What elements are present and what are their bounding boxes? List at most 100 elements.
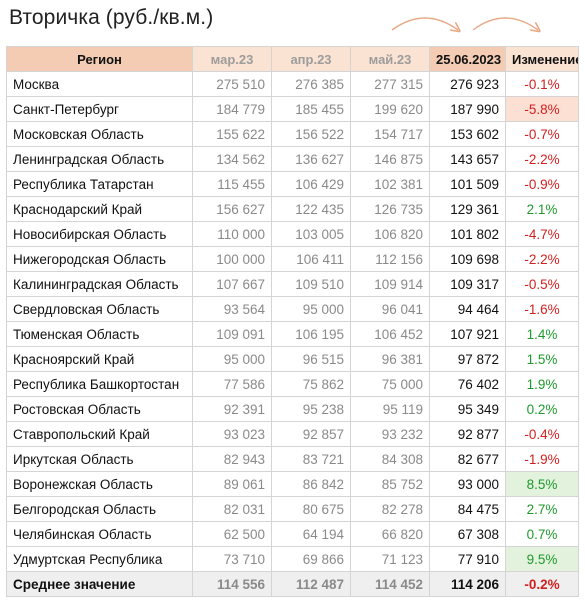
may-value-cell: 154 717 bbox=[350, 121, 430, 147]
may-value-cell: 84 308 bbox=[350, 446, 430, 472]
current-value-cell: 84 475 bbox=[429, 496, 506, 522]
change-cell: -2.2% bbox=[505, 246, 579, 272]
april-value-cell: 109 510 bbox=[271, 271, 351, 297]
may-value-cell: 102 381 bbox=[350, 171, 430, 197]
table-row: Новосибирская Область 110 000 103 005 106 8… bbox=[6, 221, 579, 247]
current-value-cell: 107 921 bbox=[429, 321, 506, 347]
region-cell: Удмуртская Республика bbox=[6, 546, 193, 572]
page-title: Вторичка (руб./кв.м.) bbox=[9, 6, 214, 29]
may-value-cell: 112 156 bbox=[350, 246, 430, 272]
region-cell: Тюменская Область bbox=[6, 321, 193, 347]
april-value-cell: 95 000 bbox=[271, 296, 351, 322]
current-value-cell: 109 317 bbox=[429, 271, 506, 297]
region-cell: Ленинградская Область bbox=[6, 146, 193, 172]
may-value-cell: 199 620 bbox=[350, 96, 430, 122]
average-march: 114 556 bbox=[192, 571, 272, 597]
march-value-cell: 62 500 bbox=[192, 521, 272, 547]
table-row: Воронежская Область 89 061 86 842 85 752 93 … bbox=[6, 471, 579, 497]
change-cell: 9.5% bbox=[505, 546, 579, 572]
march-value-cell: 77 586 bbox=[192, 371, 272, 397]
may-value-cell: 85 752 bbox=[350, 471, 430, 497]
march-value-cell: 100 000 bbox=[192, 246, 272, 272]
may-value-cell: 109 914 bbox=[350, 271, 430, 297]
region-cell: Калининградская Область bbox=[6, 271, 193, 297]
table-row: Свердловская Область 93 564 95 000 96 041 94… bbox=[6, 296, 579, 322]
table-row: Санкт-Петербург 184 779 185 455 199 620 187 … bbox=[6, 96, 579, 122]
region-cell: Санкт-Петербург bbox=[6, 96, 193, 122]
change-cell: 1.4% bbox=[505, 321, 579, 347]
column-header-may: май.23 bbox=[350, 46, 430, 72]
march-value-cell: 95 000 bbox=[192, 346, 272, 372]
column-header-march: мар.23 bbox=[192, 46, 272, 72]
march-value-cell: 110 000 bbox=[192, 221, 272, 247]
current-value-cell: 101 802 bbox=[429, 221, 506, 247]
table-header-row: Регион мар.23 апр.23 май.23 25.06.2023 И… bbox=[6, 46, 579, 72]
may-value-cell: 126 735 bbox=[350, 196, 430, 222]
may-value-cell: 146 875 bbox=[350, 146, 430, 172]
march-value-cell: 184 779 bbox=[192, 96, 272, 122]
region-cell: Республика Башкортостан bbox=[6, 371, 193, 397]
arrow-decoration bbox=[391, 17, 585, 46]
table-row: Ленинградская Область 134 562 136 627 146 8… bbox=[6, 146, 579, 172]
current-value-cell: 101 509 bbox=[429, 171, 506, 197]
april-value-cell: 96 515 bbox=[271, 346, 351, 372]
april-value-cell: 185 455 bbox=[271, 96, 351, 122]
april-value-cell: 75 862 bbox=[271, 371, 351, 397]
march-value-cell: 155 622 bbox=[192, 121, 272, 147]
april-value-cell: 92 857 bbox=[271, 421, 351, 447]
table-row: Калининградская Область 107 667 109 510 109… bbox=[6, 271, 579, 297]
region-cell: Ростовская Область bbox=[6, 396, 193, 422]
change-cell: -0.9% bbox=[505, 171, 579, 197]
average-may: 114 452 bbox=[350, 571, 430, 597]
average-current: 114 206 bbox=[429, 571, 506, 597]
region-cell: Ставропольский Край bbox=[6, 421, 193, 447]
change-cell: 0.2% bbox=[505, 396, 579, 422]
may-value-cell: 82 278 bbox=[350, 496, 430, 522]
table-row: Тюменская Область 109 091 106 195 106 452 10… bbox=[6, 321, 579, 347]
change-cell: -2.2% bbox=[505, 146, 579, 172]
region-cell: Иркутская Область bbox=[6, 446, 193, 472]
april-value-cell: 83 721 bbox=[271, 446, 351, 472]
april-value-cell: 276 385 bbox=[271, 71, 351, 97]
may-value-cell: 95 119 bbox=[350, 396, 430, 422]
march-value-cell: 275 510 bbox=[192, 71, 272, 97]
april-value-cell: 106 195 bbox=[271, 321, 351, 347]
march-value-cell: 93 564 bbox=[192, 296, 272, 322]
march-value-cell: 92 391 bbox=[192, 396, 272, 422]
change-cell: -0.4% bbox=[505, 421, 579, 447]
april-value-cell: 80 675 bbox=[271, 496, 351, 522]
march-value-cell: 156 627 bbox=[192, 196, 272, 222]
table-row: Московская Область 155 622 156 522 154 717 1… bbox=[6, 121, 579, 147]
column-header-region: Регион bbox=[6, 46, 193, 72]
change-cell: -4.7% bbox=[505, 221, 579, 247]
region-cell: Белгородская Область bbox=[6, 496, 193, 522]
region-cell: Свердловская Область bbox=[6, 296, 193, 322]
table-row: Красноярский Край 95 000 96 515 96 381 97 87… bbox=[6, 346, 579, 372]
march-value-cell: 89 061 bbox=[192, 471, 272, 497]
march-value-cell: 73 710 bbox=[192, 546, 272, 572]
region-cell: Воронежская Область bbox=[6, 471, 193, 497]
current-value-cell: 129 361 bbox=[429, 196, 506, 222]
march-value-cell: 93 023 bbox=[192, 421, 272, 447]
arrow-icon bbox=[391, 17, 458, 30]
april-value-cell: 95 238 bbox=[271, 396, 351, 422]
current-value-cell: 67 308 bbox=[429, 521, 506, 547]
table-row: Республика Татарстан 115 455 106 429 102 38… bbox=[6, 171, 579, 197]
april-value-cell: 69 866 bbox=[271, 546, 351, 572]
region-cell: Челябинская Область bbox=[6, 521, 193, 547]
average-change: -0.2% bbox=[505, 571, 579, 597]
average-april: 112 487 bbox=[271, 571, 351, 597]
change-cell: -1.6% bbox=[505, 296, 579, 322]
march-value-cell: 107 667 bbox=[192, 271, 272, 297]
current-value-cell: 76 402 bbox=[429, 371, 506, 397]
region-cell: Республика Татарстан bbox=[6, 171, 193, 197]
table-row: Республика Башкортостан 77 586 75 862 75 00… bbox=[6, 371, 579, 397]
region-cell: Нижегородская Область bbox=[6, 246, 193, 272]
average-row: Среднее значение 114 556 112 487 114 452 114… bbox=[6, 571, 579, 597]
table-row: Иркутская Область 82 943 83 721 84 308 82 67… bbox=[6, 446, 579, 472]
may-value-cell: 75 000 bbox=[350, 371, 430, 397]
price-table: Регион мар.23 апр.23 май.23 25.06.2023 И… bbox=[6, 46, 579, 597]
may-value-cell: 106 820 bbox=[350, 221, 430, 247]
april-value-cell: 86 842 bbox=[271, 471, 351, 497]
